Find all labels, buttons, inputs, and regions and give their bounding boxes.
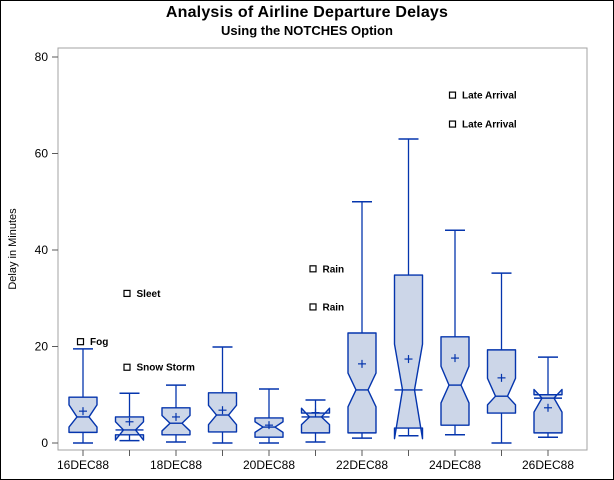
y-tick-label: 20 (35, 340, 49, 354)
outlier-marker (309, 265, 317, 273)
box (114, 416, 145, 441)
outlier-label: Late Arrival (462, 91, 517, 102)
y-tick-label: 40 (35, 243, 49, 257)
x-tick-label: 16DEC88 (57, 458, 109, 472)
outlier-marker (76, 338, 85, 346)
outlier-label: Rain (323, 264, 345, 275)
box (161, 407, 191, 436)
outlier-label: Fog (90, 337, 108, 348)
outlier-marker (448, 120, 457, 128)
y-tick-label: 60 (35, 147, 49, 161)
outlier-label: Rain (323, 302, 345, 313)
x-tick-label: 20DEC88 (243, 458, 295, 472)
x-tick-label: 22DEC88 (336, 458, 388, 472)
outlier-label: Late Arrival (462, 120, 517, 131)
outlier-label: Sleet (137, 289, 162, 300)
outlier-marker (123, 363, 131, 371)
outlier-marker (448, 91, 457, 99)
outlier-marker (123, 289, 131, 298)
outlier-marker (309, 303, 317, 311)
box (440, 336, 470, 426)
chart-title: Analysis of Airline Departure Delays (165, 4, 449, 21)
box (300, 407, 331, 434)
x-tick-label: 24DEC88 (429, 458, 481, 472)
chart-subtitle: Using the NOTCHES Option (221, 23, 393, 38)
plot-frame (57, 47, 588, 451)
y-axis-title: Delay in Minutes (7, 208, 19, 290)
box (347, 332, 377, 434)
x-tick-label: 26DEC88 (522, 458, 574, 472)
y-tick-label: 80 (35, 50, 49, 64)
x-tick-label: 18DEC88 (150, 458, 202, 472)
outlier-label: Snow Storm (137, 363, 195, 374)
y-tick-label: 0 (41, 436, 48, 450)
